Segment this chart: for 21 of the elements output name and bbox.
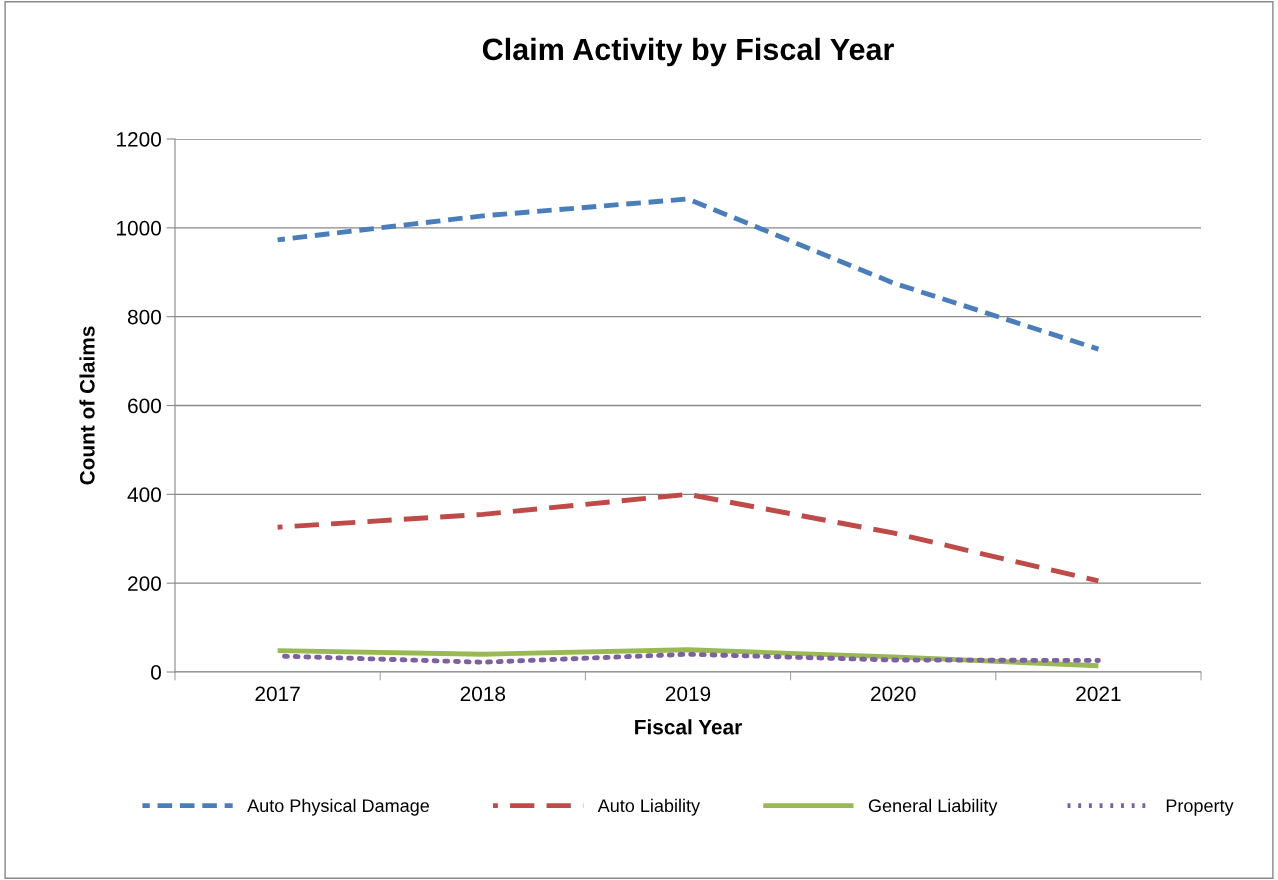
y-tick-label: 1200 (117, 132, 161, 147)
legend-label: Auto Liability (597, 798, 701, 816)
line-series (275, 491, 1101, 584)
x-tick-label: 2021 (1076, 686, 1121, 702)
x-axis-title: Fiscal Year (635, 719, 742, 735)
legend-label: Property (1166, 799, 1234, 816)
y-tick-label: 0 (151, 665, 161, 680)
line-series (275, 196, 1101, 352)
y-tick-label: 400 (127, 487, 161, 503)
y-axis-title: Count of Claims (79, 326, 95, 485)
y-tick-label: 600 (128, 398, 161, 414)
y-tick-label: 1000 (117, 220, 161, 236)
legend-label: Auto Physical Damage (247, 798, 429, 816)
legend-label: General Liability (868, 798, 998, 816)
chart-title: Claim Activity by Fiscal Year (482, 37, 894, 67)
x-tick-label: 2019 (665, 686, 711, 702)
x-tick-label: 2020 (871, 686, 916, 702)
x-tick-label: 2018 (460, 686, 506, 702)
y-tick-label: 800 (127, 309, 161, 325)
y-tick-label: 200 (128, 576, 161, 591)
x-tick-label: 2017 (255, 686, 300, 702)
